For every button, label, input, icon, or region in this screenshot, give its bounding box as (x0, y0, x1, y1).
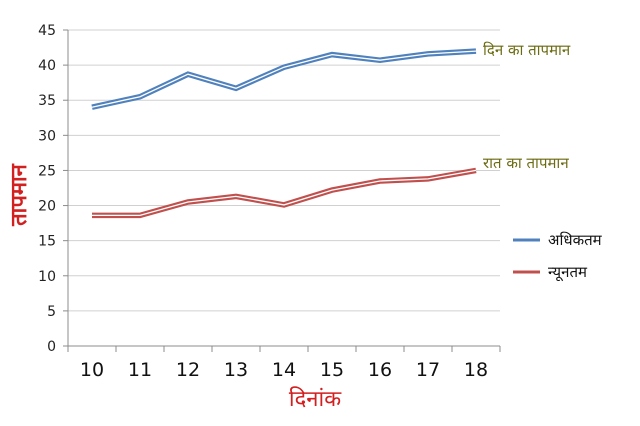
series-max (91, 48, 477, 110)
legend: अधिकतम न्यूनतम (513, 231, 603, 282)
x-tick-label: 13 (224, 359, 248, 381)
x-axis-label: दिनांक (289, 386, 342, 412)
series-line-outer (91, 48, 477, 110)
x-tick-label: 14 (272, 359, 296, 381)
x-tick-label: 15 (320, 359, 344, 381)
series-min (91, 167, 477, 219)
x-axis-ticks: 10 11 12 13 14 15 16 17 18 (80, 359, 488, 381)
x-tick-label: 18 (464, 359, 488, 381)
y-tick-label: 45 (38, 23, 56, 39)
y-tick-label: 5 (47, 304, 56, 320)
series-line-outer (92, 167, 477, 219)
series-lines (91, 48, 477, 219)
x-tick-label: 16 (368, 359, 392, 381)
y-tick-label: 10 (38, 269, 56, 285)
x-tick-label: 10 (80, 359, 104, 381)
annotation-night-temperature: रात का तापमान (483, 154, 569, 172)
y-tick-label: 30 (38, 128, 56, 144)
y-tick-label: 15 (38, 234, 56, 250)
y-tick-label: 40 (38, 58, 56, 74)
x-tick-label: 17 (416, 359, 440, 381)
axes (63, 29, 501, 352)
gridlines (68, 29, 500, 312)
y-tick-label: 25 (38, 163, 56, 179)
y-tick-label: 35 (38, 93, 56, 109)
x-tick-label: 12 (176, 359, 200, 381)
legend-label-max: अधिकतम (548, 231, 603, 249)
y-tick-label: 20 (38, 199, 56, 215)
x-tick-label: 11 (128, 359, 152, 381)
series-line-inner (91, 50, 477, 108)
y-axis-label: तापमान (7, 163, 32, 227)
annotation-day-temperature: दिन का तापमान (483, 41, 571, 59)
y-tick-label: 0 (47, 339, 56, 355)
legend-label-min: न्यूनतम (548, 263, 588, 282)
y-axis-ticks: 0 5 10 15 20 25 30 35 40 45 (38, 23, 56, 355)
